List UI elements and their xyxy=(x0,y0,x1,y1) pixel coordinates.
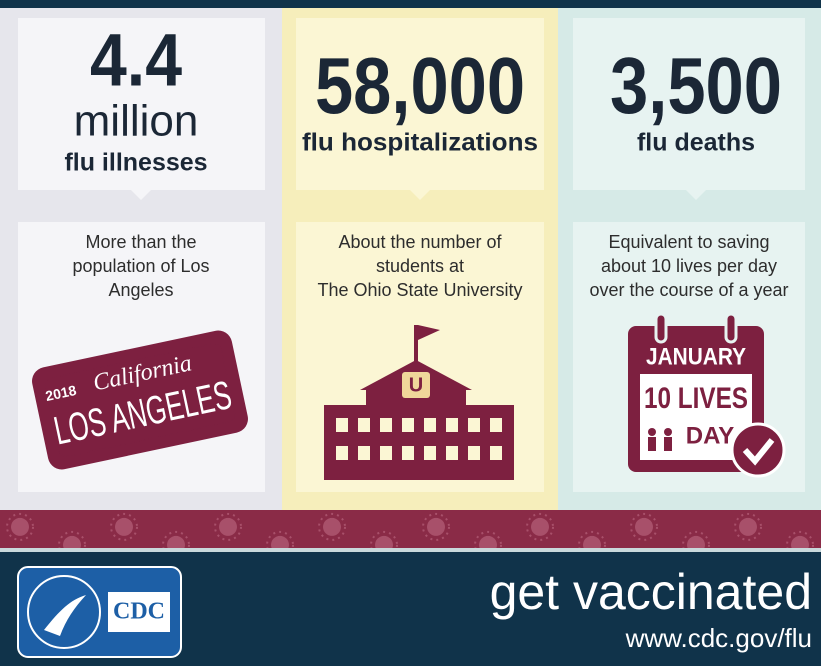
calendar-month: JANUARY xyxy=(646,343,746,370)
top-strip xyxy=(0,0,821,8)
window xyxy=(336,446,348,460)
calendar-day: DAY xyxy=(686,422,734,449)
virus xyxy=(739,518,757,536)
url: www.cdc.gov/flu xyxy=(625,623,812,653)
calendar-icon: JANUARY 10 LIVES DAY xyxy=(628,314,784,476)
window xyxy=(468,446,480,460)
description-line: over the course of a year xyxy=(589,280,788,300)
stat-number: 3,500 xyxy=(610,41,782,130)
virus xyxy=(219,518,237,536)
description-line: students at xyxy=(376,256,464,276)
virus xyxy=(323,518,341,536)
window xyxy=(490,418,502,432)
window xyxy=(446,446,458,460)
cdc-logo: CDC xyxy=(113,599,165,625)
description-line: about 10 lives per day xyxy=(601,256,777,276)
window xyxy=(358,446,370,460)
window xyxy=(358,418,370,432)
window xyxy=(402,446,414,460)
window xyxy=(424,446,436,460)
slogan: get vaccinated xyxy=(490,564,812,620)
stat-unit: million xyxy=(74,97,199,146)
virus xyxy=(531,518,549,536)
description-line: More than the xyxy=(85,232,196,252)
description-line: population of Los xyxy=(72,256,209,276)
window xyxy=(490,446,502,460)
window xyxy=(468,418,480,432)
description-line: Equivalent to saving xyxy=(608,232,769,252)
virus xyxy=(635,518,653,536)
window xyxy=(380,418,392,432)
window xyxy=(424,418,436,432)
stat-caption: flu illnesses xyxy=(64,149,207,177)
stat-number: 4.4 xyxy=(90,19,182,102)
description-line: Angeles xyxy=(108,280,173,300)
infographic: 4.4 million flu illnesses 58,000 flu hos… xyxy=(0,0,821,666)
calendar-lives: 10 LIVES xyxy=(644,382,748,415)
virus xyxy=(11,518,29,536)
window xyxy=(336,418,348,432)
stat-caption: flu deaths xyxy=(637,129,755,157)
description-line: The Ohio State University xyxy=(317,280,522,300)
window xyxy=(446,418,458,432)
stat-caption: flu hospitalizations xyxy=(302,129,538,157)
school-letter: U xyxy=(409,374,423,396)
window xyxy=(380,446,392,460)
virus xyxy=(115,518,133,536)
window xyxy=(402,418,414,432)
divider xyxy=(0,548,821,552)
stat-number: 58,000 xyxy=(315,41,525,130)
virus xyxy=(427,518,445,536)
description-line: About the number of xyxy=(338,232,502,252)
